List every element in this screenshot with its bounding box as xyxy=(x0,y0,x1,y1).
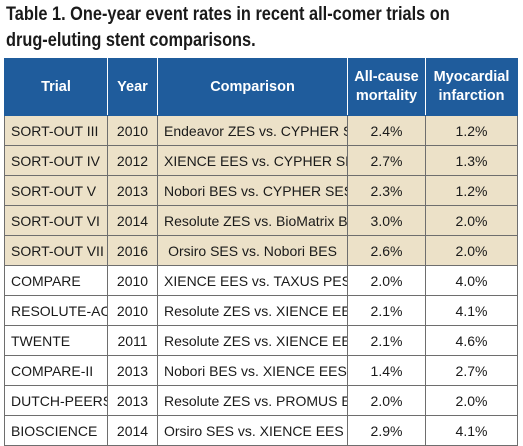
table-row: COMPARE 2010 XIENCE EES vs. TAXUS PES 2.… xyxy=(4,265,518,296)
cell-mortality: 2.0% xyxy=(347,385,426,416)
cell-comparison: Resolute ZES vs. PROMUS EES xyxy=(157,385,348,416)
cell-comparison: Nobori BES vs. XIENCE EES xyxy=(157,355,348,386)
cell-comparison: Orsiro SES vs. XIENCE EES xyxy=(157,415,348,446)
header-mortality-line-1: All-cause xyxy=(354,69,419,85)
table-row: COMPARE-II 2013 Nobori BES vs. XIENCE EE… xyxy=(4,355,518,386)
table-caption: Table 1. One-year event rates in recent … xyxy=(6,2,513,54)
table-row: SORT-OUT IV 2012 XIENCE EES vs. CYPHER S… xyxy=(4,145,518,176)
table-body: SORT-OUT III 2010 Endeavor ZES vs. CYPHE… xyxy=(4,115,518,446)
cell-comparison: Resolute ZES vs. XIENCE EES xyxy=(157,295,348,326)
cell-mortality: 1.4% xyxy=(347,355,426,386)
cell-mi: 1.3% xyxy=(425,145,518,176)
table-row: SORT-OUT VII 2016 Orsiro SES vs. Nobori … xyxy=(4,235,518,266)
cell-mi: 1.2% xyxy=(425,115,518,146)
cell-year: 2016 xyxy=(107,235,158,266)
cell-trial: RESOLUTE-AC xyxy=(4,295,108,326)
table-row: RESOLUTE-AC 2010 Resolute ZES vs. XIENCE… xyxy=(4,295,518,326)
document-page: Table 1. One-year event rates in recent … xyxy=(4,2,518,446)
cell-year: 2013 xyxy=(107,175,158,206)
cell-year: 2011 xyxy=(107,325,158,356)
cell-trial: SORT-OUT III xyxy=(4,115,108,146)
cell-mi: 2.7% xyxy=(425,355,518,386)
cell-mortality: 2.1% xyxy=(347,325,426,356)
cell-mi: 4.1% xyxy=(425,295,518,326)
table-row: SORT-OUT V 2013 Nobori BES vs. CYPHER SE… xyxy=(4,175,518,206)
table-row: DUTCH-PEERS 2013 Resolute ZES vs. PROMUS… xyxy=(4,385,518,416)
cell-comparison: Endeavor ZES vs. CYPHER SES xyxy=(157,115,348,146)
cell-trial: SORT-OUT IV xyxy=(4,145,108,176)
cell-mortality: 2.6% xyxy=(347,235,426,266)
cell-comparison: XIENCE EES vs. CYPHER SES xyxy=(157,145,348,176)
table-row: TWENTE 2011 Resolute ZES vs. XIENCE EES … xyxy=(4,325,518,356)
table-row: SORT-OUT VI 2014 Resolute ZES vs. BioMat… xyxy=(4,205,518,236)
cell-comparison: Orsiro SES vs. Nobori BES xyxy=(157,235,348,266)
cell-trial: COMPARE-II xyxy=(4,355,108,386)
header-mi: Myocardial infarction xyxy=(425,58,518,116)
cell-mi: 4.0% xyxy=(425,265,518,296)
cell-mi: 1.2% xyxy=(425,175,518,206)
caption-line-1: Table 1. One-year event rates in recent … xyxy=(6,4,450,25)
cell-trial: COMPARE xyxy=(4,265,108,296)
cell-trial: SORT-OUT VII xyxy=(4,235,108,266)
cell-trial: TWENTE xyxy=(4,325,108,356)
header-mi-line-2: infarction xyxy=(438,88,505,104)
cell-year: 2012 xyxy=(107,145,158,176)
cell-trial: DUTCH-PEERS xyxy=(4,385,108,416)
cell-year: 2010 xyxy=(107,115,158,146)
cell-comparison: Resolute ZES vs. XIENCE EES xyxy=(157,325,348,356)
header-year: Year xyxy=(107,58,158,116)
cell-comparison: Nobori BES vs. CYPHER SES xyxy=(157,175,348,206)
cell-mi: 2.0% xyxy=(425,205,518,236)
cell-mortality: 2.3% xyxy=(347,175,426,206)
cell-year: 2014 xyxy=(107,205,158,236)
cell-trial: SORT-OUT V xyxy=(4,175,108,206)
cell-mi: 4.6% xyxy=(425,325,518,356)
cell-comparison: XIENCE EES vs. TAXUS PES xyxy=(157,265,348,296)
cell-mortality: 3.0% xyxy=(347,205,426,236)
header-comparison: Comparison xyxy=(157,58,348,116)
cell-trial: SORT-OUT VI xyxy=(4,205,108,236)
cell-year: 2010 xyxy=(107,295,158,326)
cell-mortality: 2.4% xyxy=(347,115,426,146)
cell-year: 2013 xyxy=(107,385,158,416)
table-row: BIOSCIENCE 2014 Orsiro SES vs. XIENCE EE… xyxy=(4,415,518,446)
header-row: Trial Year Comparison All-cause mortalit… xyxy=(4,58,518,116)
cell-trial: BIOSCIENCE xyxy=(4,415,108,446)
table-row: SORT-OUT III 2010 Endeavor ZES vs. CYPHE… xyxy=(4,115,518,146)
cell-year: 2013 xyxy=(107,355,158,386)
cell-mi: 4.1% xyxy=(425,415,518,446)
cell-mortality: 2.7% xyxy=(347,145,426,176)
cell-mi: 2.0% xyxy=(425,235,518,266)
caption-line-2: drug-eluting stent comparisons. xyxy=(6,30,256,51)
cell-mortality: 2.0% xyxy=(347,265,426,296)
cell-mortality: 2.1% xyxy=(347,295,426,326)
cell-comparison: Resolute ZES vs. BioMatrix BES xyxy=(157,205,348,236)
header-mi-line-1: Myocardial xyxy=(433,69,510,85)
cell-mortality: 2.9% xyxy=(347,415,426,446)
header-trial: Trial xyxy=(4,58,108,116)
cell-year: 2014 xyxy=(107,415,158,446)
cell-year: 2010 xyxy=(107,265,158,296)
trials-table: Trial Year Comparison All-cause mortalit… xyxy=(4,58,518,446)
header-mortality-line-2: mortality xyxy=(355,88,418,104)
table-header: Trial Year Comparison All-cause mortalit… xyxy=(4,58,518,116)
cell-mi: 2.0% xyxy=(425,385,518,416)
header-mortality: All-cause mortality xyxy=(347,58,426,116)
